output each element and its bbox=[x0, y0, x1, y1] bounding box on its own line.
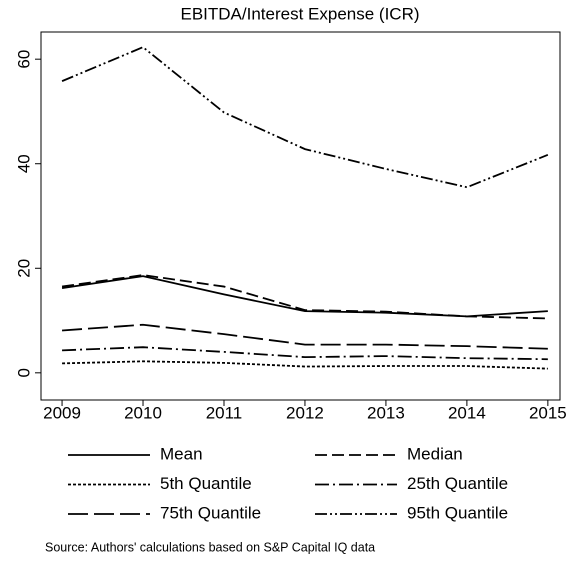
series-line bbox=[62, 360, 548, 370]
x-tick-label: 2011 bbox=[206, 403, 243, 422]
y-tick-label: 20 bbox=[14, 259, 33, 278]
series-line bbox=[62, 346, 548, 361]
x-tick-label: 2012 bbox=[286, 403, 324, 422]
series-line bbox=[61, 323, 548, 350]
x-tick-label: 2014 bbox=[448, 403, 486, 422]
x-tick-label: 2013 bbox=[367, 403, 405, 422]
y-tick-label: 40 bbox=[14, 154, 33, 173]
legend-label: 95th Quantile bbox=[407, 503, 508, 522]
legend-label: 25th Quantile bbox=[407, 474, 508, 493]
plot-frame bbox=[40, 31, 561, 401]
legend-label: 5th Quantile bbox=[160, 474, 252, 493]
legend-label: Median bbox=[407, 444, 463, 463]
y-tick-label: 60 bbox=[14, 50, 33, 69]
legend-label: Mean bbox=[160, 444, 203, 463]
y-tick-label: 0 bbox=[14, 368, 33, 377]
chart-title: EBITDA/Interest Expense (ICR) bbox=[180, 4, 419, 23]
x-tick-label: 2015 bbox=[529, 403, 567, 422]
series-line bbox=[61, 46, 549, 189]
source-note: Source: Authors' calculations based on S… bbox=[45, 540, 375, 554]
legend-label: 75th Quantile bbox=[160, 503, 261, 522]
x-tick-label: 2010 bbox=[124, 403, 162, 422]
series-line bbox=[61, 274, 548, 320]
x-tick-label: 2009 bbox=[43, 403, 81, 422]
